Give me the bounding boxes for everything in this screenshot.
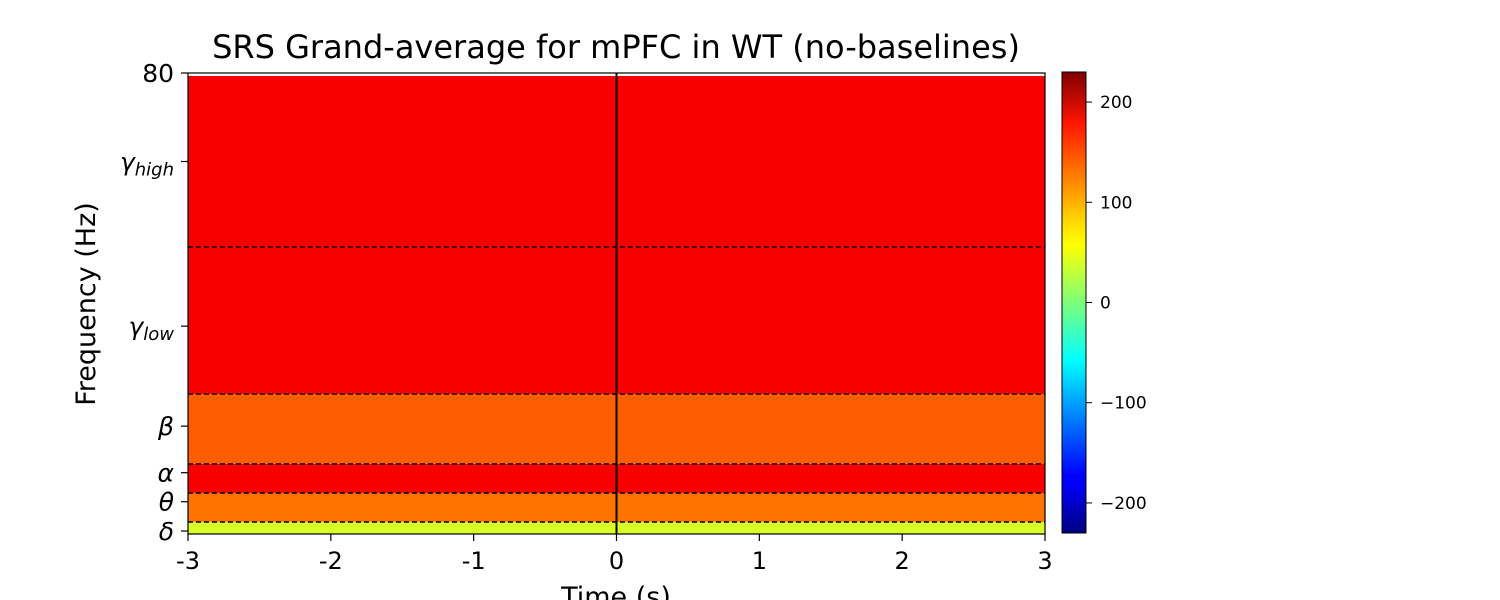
colorbar-tick-label: 0	[1100, 294, 1111, 314]
y-tick-label: γhigh	[120, 148, 174, 181]
chart-title: SRS Grand-average for mPFC in WT (no-bas…	[212, 28, 1020, 66]
x-tick-label: 2	[895, 547, 910, 575]
x-tick-label: 0	[609, 547, 624, 575]
x-axis: -3 -2 -1 0 1 2 3	[176, 534, 1053, 575]
colorbar-tick-label: 100	[1100, 193, 1132, 213]
colorbar-tick-label: 200	[1100, 93, 1132, 113]
colorbar-tick-label: −200	[1100, 494, 1147, 514]
x-tick-label: 1	[752, 547, 767, 575]
y-tick-label: δ	[159, 517, 174, 546]
colorbar-gradient	[1061, 71, 1087, 534]
colorbar-tick-label: −100	[1100, 394, 1147, 414]
x-tick-label: 3	[1037, 547, 1052, 575]
y-tick-label: γlow	[128, 312, 174, 345]
y-tick-label: α	[158, 459, 175, 488]
colorbar: −200 −100 0 100 200	[1061, 71, 1147, 534]
x-tick-label: -3	[176, 547, 200, 575]
x-tick-label: -1	[462, 547, 486, 575]
colorbar-ticks: −200 −100 0 100 200	[1086, 93, 1147, 514]
x-tick-label: -2	[319, 547, 343, 575]
plot-area	[187, 72, 1046, 535]
y-tick-label: 80	[142, 59, 174, 88]
y-tick-label: β	[157, 412, 174, 441]
y-tick-label: θ	[159, 488, 174, 517]
y-axis-label: Frequency (Hz)	[71, 202, 102, 406]
x-axis-label: Time (s)	[560, 582, 671, 600]
